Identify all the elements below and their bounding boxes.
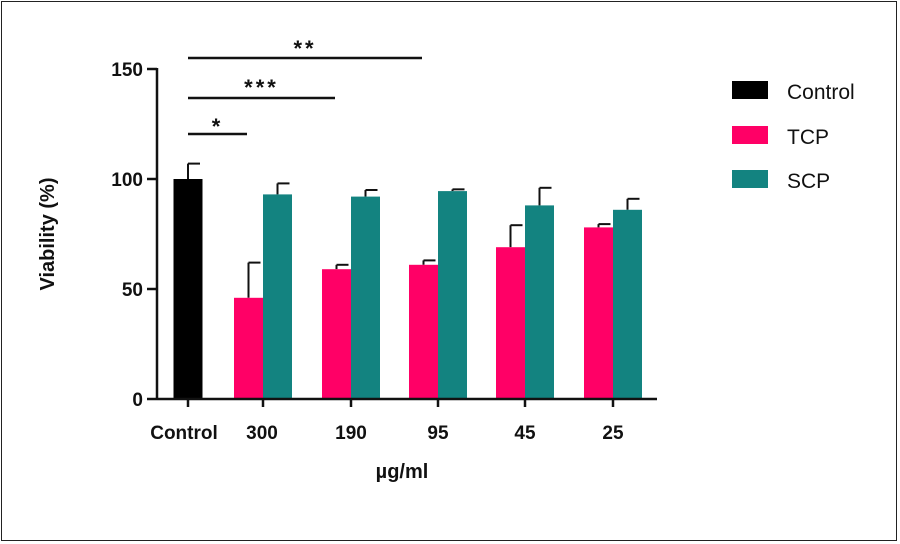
bar-tcp-25 [584, 227, 613, 399]
bar-tcp-45 [496, 247, 525, 399]
bar-scp-190 [351, 196, 380, 399]
bar-scp-95 [438, 191, 467, 399]
x-tick-label: 95 [427, 423, 449, 444]
y-tick-label: 100 [111, 170, 143, 191]
legend-label-tcp: TCP [787, 126, 829, 149]
x-tick-label: 190 [335, 423, 367, 444]
x-tick-label: 300 [246, 423, 278, 444]
significance-label: * [212, 114, 224, 139]
y-tick-label: 50 [122, 280, 143, 301]
x-tick-label: Control [150, 423, 218, 444]
y-tick-label: 0 [132, 390, 143, 411]
bar-tcp-95 [409, 264, 438, 399]
x-tick-label: 25 [602, 423, 624, 444]
bar-tcp-190 [322, 269, 351, 399]
bar-scp-45 [525, 205, 554, 399]
x-tick-label: 45 [514, 423, 536, 444]
y-axis-title: Viability (%) [37, 178, 59, 291]
y-tick-label: 150 [111, 60, 143, 81]
legend-swatch-control [732, 81, 768, 99]
legend-swatch-tcp [732, 126, 768, 144]
significance-label: *** [244, 75, 279, 100]
x-axis-title: µg/ml [376, 461, 429, 483]
legend-label-control: Control [787, 81, 855, 104]
legend-swatch-scp [732, 170, 768, 188]
bar-scp-300 [263, 194, 292, 399]
significance-label: ** [293, 36, 316, 61]
bar-tcp-300 [234, 297, 263, 399]
bar-control-Control [173, 179, 203, 399]
bar-scp-25 [613, 209, 642, 399]
legend-label-scp: SCP [787, 170, 830, 193]
